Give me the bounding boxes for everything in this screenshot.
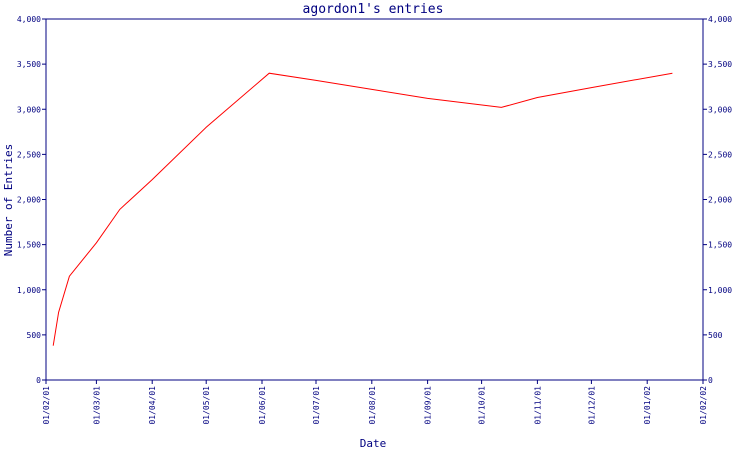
- y-tick-label-right: 0: [708, 376, 713, 385]
- y-tick-label-right: 3,500: [708, 60, 732, 69]
- y-tick-label-right: 3,000: [708, 105, 732, 114]
- y-tick-label-left: 3,500: [17, 60, 41, 69]
- series-layer: [52, 72, 673, 346]
- x-tick-label: 01/10/01: [478, 386, 487, 425]
- x-tick-label: 01/06/01: [258, 386, 267, 425]
- y-tick-label-left: 2,500: [17, 150, 41, 159]
- x-tick-label: 01/02/02: [699, 386, 708, 425]
- y-tick-label-left: 500: [27, 331, 42, 340]
- x-tick-label: 01/01/02: [643, 386, 652, 425]
- x-tick-label: 01/04/01: [148, 386, 157, 425]
- y-tick-label-left: 4,000: [17, 15, 41, 24]
- x-tick-label: 01/02/01: [42, 386, 51, 425]
- plot-area-frame: [45, 18, 704, 381]
- y-axis-label: Number of Entries: [2, 144, 15, 257]
- x-axis-ticks: 01/02/01 01/03/01 01/04/01 01/05/01 01/06/01…: [42, 380, 708, 425]
- x-tick-label: 01/08/01: [368, 386, 377, 425]
- y-tick-label-left: 3,000: [17, 105, 41, 114]
- x-tick-label: 01/11/01: [533, 386, 542, 425]
- y-axis-ticks: 0 0 500 500 1,000 1,000 1,500 1,500 2,000 2,000 2,…: [17, 15, 732, 385]
- x-tick-label: 01/12/01: [587, 386, 596, 425]
- x-axis-label: Date: [360, 437, 387, 450]
- y-tick-label-right: 4,000: [708, 15, 732, 24]
- y-tick-label-right: 2,000: [708, 196, 732, 205]
- y-tick-label-left: 1,500: [17, 241, 41, 250]
- y-tick-label-right: 1,500: [708, 241, 732, 250]
- x-tick-label: 01/07/01: [312, 386, 321, 425]
- y-tick-label-right: 2,500: [708, 150, 732, 159]
- x-tick-label: 01/03/01: [92, 386, 101, 425]
- y-tick-label-right: 1,000: [708, 286, 732, 295]
- y-tick-label-left: 1,000: [17, 286, 41, 295]
- x-tick-label: 01/05/01: [202, 386, 211, 425]
- x-tick-label: 01/09/01: [424, 386, 433, 425]
- y-tick-label-left: 0: [36, 376, 41, 385]
- y-tick-label-left: 2,000: [17, 196, 41, 205]
- chart-title: agordon1's entries: [303, 2, 444, 17]
- entries-series-line: [52, 72, 673, 346]
- y-tick-label-right: 500: [708, 331, 723, 340]
